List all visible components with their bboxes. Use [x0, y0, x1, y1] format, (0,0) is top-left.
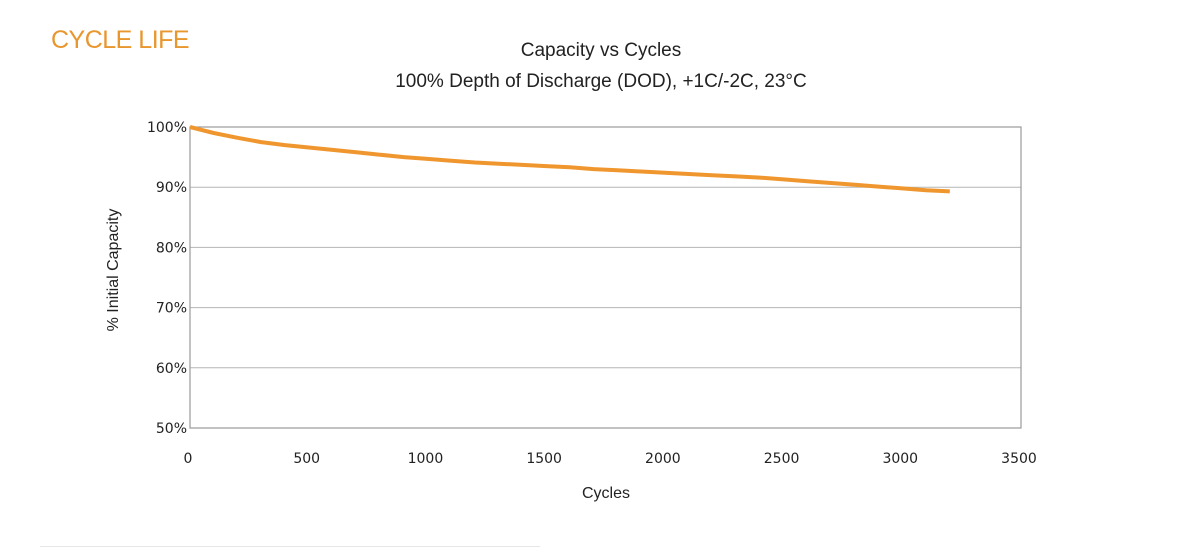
- divider: [40, 546, 540, 547]
- x-tick-label: 0: [184, 451, 193, 467]
- plot-frame: [189, 126, 1022, 429]
- x-tick-labels: 0 500 1000 1500 2000 2500 3000 3500: [184, 451, 1037, 467]
- chart-title: Capacity vs Cycles: [520, 40, 682, 61]
- series-line-capacity: [189, 125, 950, 194]
- section-title: CYCLE LIFE: [51, 26, 190, 54]
- x-tick-label: 3500: [1001, 451, 1037, 467]
- x-tick-label: 2000: [645, 451, 681, 467]
- y-tick-label: 90%: [156, 180, 187, 196]
- x-tick-label: 1000: [408, 451, 444, 467]
- chart-subtitle: 100% Depth of Discharge (DOD), +1C/-2C, …: [395, 71, 807, 92]
- y-tick-label: 60%: [156, 361, 187, 377]
- y-tick-label: 70%: [156, 301, 187, 317]
- x-tick-label: 2500: [764, 451, 800, 467]
- y-tick-label: 50%: [156, 421, 187, 437]
- x-tick-label: 1500: [526, 451, 562, 467]
- y-tick-label: 80%: [156, 240, 187, 256]
- x-tick-label: 500: [293, 451, 320, 467]
- y-tick-label: 100%: [147, 120, 187, 136]
- y-axis-label: % Initial Capacity: [105, 209, 122, 332]
- y-tick-labels: 50% 60% 70% 80% 90% 100%: [147, 120, 187, 437]
- grid-layer: [190, 186, 1021, 369]
- series-layer: [189, 125, 950, 194]
- x-axis-label: Cycles: [582, 485, 630, 502]
- x-tick-label: 3000: [882, 451, 918, 467]
